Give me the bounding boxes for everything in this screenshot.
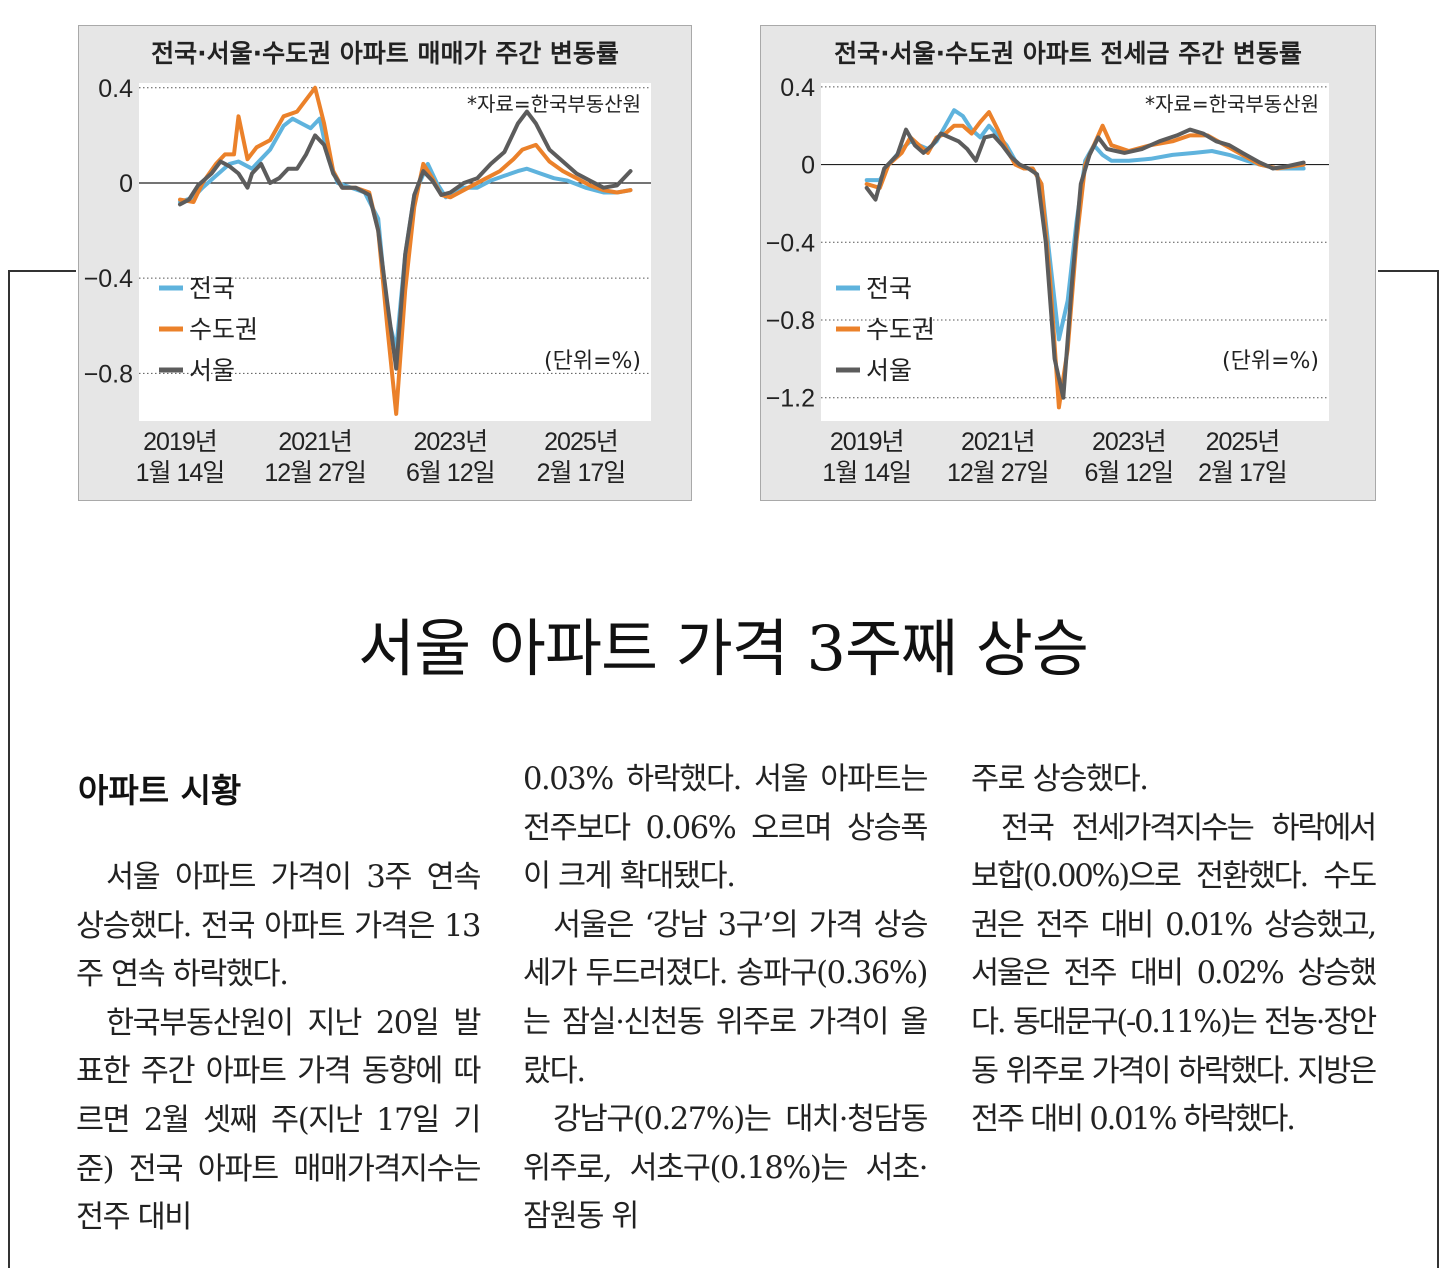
article-paragraph: 한국부동산원이 지난 20일 발표한 주간 아파트 가격 동향에 따르면 2월 …: [76, 1005, 481, 1236]
chart-panel-sale: 전국·서울·수도권 아파트 매매가 주간 변동률 0.4 0 −0.4 −0.8 *자료…: [78, 25, 692, 501]
legend-label: 수도권: [189, 315, 258, 344]
x-tick-label: 1월 14일: [822, 459, 911, 487]
section-title: 아파트 시황: [78, 771, 242, 810]
article-paragraph: 전국 전세가격지수는 하락에서 보합(0.00%)으로 전환했다. 수도권은 전…: [971, 810, 1377, 1138]
source-label: *자료=한국부동산원: [467, 92, 641, 116]
y-tick-label: −0.8: [84, 360, 133, 388]
article-paragraph: 0.03% 하락했다. 서울 아파트는 전주보다 0.06% 오르며 상승폭이 …: [523, 762, 928, 895]
chart-title: 전국·서울·수도권 아파트 매매가 주간 변동률: [151, 39, 619, 68]
article-column-3: 주로 상승했다. 전국 전세가격지수는 하락에서 보합(0.00%)으로 전환했…: [971, 756, 1377, 1145]
chart-title: 전국·서울·수도권 아파트 전세금 주간 변동률: [834, 39, 1302, 68]
x-tick-label: 6월 12일: [1085, 459, 1174, 487]
article-paragraph: 강남구(0.27%)는 대치·청담동 위주로, 서초구(0.18%)는 서초·잠…: [523, 1102, 928, 1235]
y-tick-label: 0.4: [780, 74, 815, 102]
x-tick-label: 2월 17일: [537, 459, 626, 487]
article-column-2: 0.03% 하락했다. 서울 아파트는 전주보다 0.06% 오르며 상승폭이 …: [523, 756, 928, 1242]
frame-line-left: [8, 270, 10, 1268]
article-paragraph: 서울은 ‘강남 3구’의 가격 상승세가 두드러졌다. 송파구(0.36%)는 …: [523, 907, 928, 1089]
x-tick-label: 1월 14일: [136, 459, 225, 487]
x-tick-label: 2021년: [961, 428, 1035, 456]
chart-panel-jeonse: 전국·서울·수도권 아파트 전세금 주간 변동률 0.4 0 −0.4 −0.8 −1.…: [760, 25, 1376, 501]
series-line-수도권: [178, 85, 633, 416]
article-paragraph: 서울 아파트 가격이 3주 연속 상승했다. 전국 아파트 가격은 13주 연속…: [76, 860, 481, 993]
x-tick-label: 2023년: [1092, 428, 1166, 456]
y-tick-label: −0.4: [766, 229, 815, 257]
series-line-서울: [178, 109, 633, 371]
x-tick-label: 2025년: [544, 428, 618, 456]
x-tick-label: 2021년: [278, 428, 352, 456]
x-tick-label: 2019년: [143, 428, 217, 456]
x-tick-label: 6월 12일: [406, 459, 495, 487]
x-tick-label: 12월 27일: [947, 459, 1049, 487]
legend-label: 전국: [866, 274, 912, 303]
frame-line-left-top: [8, 270, 76, 272]
headline: 서울 아파트 가격 3주째 상승: [358, 612, 1089, 685]
source-label: *자료=한국부동산원: [1145, 92, 1319, 116]
x-tick-label: 2019년: [830, 428, 904, 456]
x-tick-label: 2023년: [413, 428, 487, 456]
legend-label: 수도권: [866, 315, 935, 344]
frame-line-right-top: [1378, 270, 1438, 272]
y-tick-label: −1.2: [766, 385, 815, 413]
unit-label: (단위=%): [544, 349, 641, 374]
legend-label: 서울: [866, 356, 912, 385]
frame-line-right: [1437, 270, 1439, 1268]
series-line-서울: [864, 127, 1306, 400]
legend-label: 전국: [189, 274, 235, 303]
article-paragraph: 주로 상승했다.: [971, 762, 1149, 797]
unit-label: (단위=%): [1222, 349, 1319, 374]
legend-label: 서울: [189, 356, 235, 385]
x-tick-label: 12월 27일: [264, 459, 366, 487]
article-column-1: 서울 아파트 가격이 3주 연속 상승했다. 전국 아파트 가격은 13주 연속…: [76, 854, 481, 1243]
x-tick-label: 2025년: [1206, 428, 1280, 456]
y-tick-label: −0.8: [766, 307, 815, 335]
y-tick-label: 0.4: [98, 75, 133, 103]
y-tick-label: 0: [801, 152, 815, 180]
y-tick-label: −0.4: [84, 265, 133, 293]
y-tick-label: 0: [119, 170, 133, 198]
x-tick-label: 2월 17일: [1198, 459, 1287, 487]
